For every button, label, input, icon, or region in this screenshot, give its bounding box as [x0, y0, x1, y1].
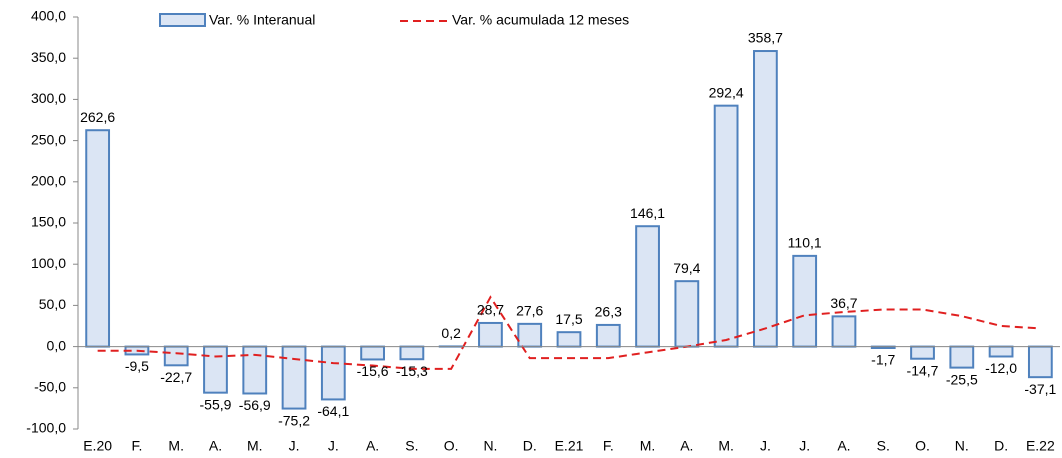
bar — [203, 345, 228, 394]
legend-swatch — [159, 13, 206, 27]
bar — [831, 315, 857, 348]
data-label: 26,3 — [595, 304, 622, 320]
x-tick-label: N. — [483, 438, 497, 454]
x-tick-label: A. — [837, 438, 850, 454]
y-tick-label: 300,0 — [31, 90, 66, 106]
data-label: -12,0 — [985, 360, 1017, 376]
x-tick-label: S. — [405, 438, 418, 454]
bar — [988, 345, 1014, 358]
data-label: 27,6 — [516, 303, 543, 319]
y-tick-label: 200,0 — [31, 173, 66, 189]
data-label: 262,6 — [80, 109, 115, 125]
x-tick-label: J. — [328, 438, 339, 454]
x-tick-label: A. — [209, 438, 222, 454]
data-label: -9,5 — [125, 358, 149, 374]
bar — [320, 345, 346, 401]
bar — [949, 345, 975, 369]
x-tick-label: O. — [444, 438, 459, 454]
data-label: -15,6 — [357, 363, 389, 379]
y-tick-label: 250,0 — [31, 131, 66, 147]
legend-label: Var. % Interanual — [209, 12, 315, 28]
data-label: 146,1 — [630, 205, 665, 221]
y-tick-label: -100,0 — [26, 420, 66, 436]
data-label: -64,1 — [317, 403, 349, 419]
y-tick-label: 0,0 — [47, 337, 67, 353]
bar — [281, 345, 307, 410]
bar — [517, 322, 543, 348]
bar — [753, 50, 778, 348]
data-label: -14,7 — [907, 362, 939, 378]
x-tick-label: E.21 — [555, 438, 584, 454]
x-tick-label: J. — [289, 438, 300, 454]
data-label: 17,5 — [555, 311, 582, 327]
data-label: 79,4 — [673, 260, 700, 276]
bar — [556, 331, 582, 348]
data-label: 28,7 — [477, 302, 504, 318]
y-tick-label: 50,0 — [39, 296, 66, 312]
x-tick-label: J. — [799, 438, 810, 454]
bar — [674, 280, 700, 348]
x-tick-label: O. — [915, 438, 930, 454]
bar — [85, 129, 111, 348]
x-tick-label: N. — [955, 438, 969, 454]
bar — [595, 323, 621, 348]
data-label: -25,5 — [946, 371, 978, 387]
bar — [242, 345, 268, 395]
bar — [399, 345, 425, 361]
data-label: 292,4 — [709, 84, 744, 100]
bar — [478, 321, 503, 348]
y-tick-label: 400,0 — [31, 8, 66, 24]
x-tick-label: M. — [640, 438, 656, 454]
bar — [360, 345, 385, 361]
bar — [163, 345, 189, 367]
x-tick-label: J. — [760, 438, 771, 454]
x-tick-label: M. — [247, 438, 263, 454]
x-tick-label: F. — [131, 438, 142, 454]
x-tick-label: A. — [680, 438, 693, 454]
x-tick-label: D. — [994, 438, 1008, 454]
bar — [635, 225, 660, 348]
x-tick-label: E.20 — [83, 438, 112, 454]
data-label: 110,1 — [788, 235, 822, 251]
bar — [792, 254, 818, 348]
x-tick-label: M. — [718, 438, 734, 454]
y-tick-label: 350,0 — [31, 49, 66, 65]
data-label: 36,7 — [830, 295, 857, 311]
line — [97, 295, 1041, 370]
bar — [910, 345, 935, 360]
data-label: 0,2 — [441, 325, 461, 341]
y-tick-label: -50,0 — [34, 379, 66, 395]
data-label: -55,9 — [200, 396, 232, 412]
data-label: -22,7 — [160, 369, 192, 385]
data-label: -37,1 — [1024, 381, 1056, 397]
legend: Var. % Interanual Var. % acumulada 12 me… — [159, 12, 629, 28]
data-label: -15,3 — [396, 363, 428, 379]
data-label: -75,2 — [278, 412, 310, 428]
x-tick-label: M. — [168, 438, 184, 454]
bar — [713, 104, 739, 348]
data-label: -56,9 — [239, 397, 271, 413]
data-label: 358,7 — [748, 30, 783, 46]
data-label: -1,7 — [871, 352, 895, 368]
y-tick-label: 150,0 — [31, 214, 66, 230]
bar — [1027, 345, 1053, 379]
legend-label: Var. % acumulada 12 meses — [452, 12, 629, 28]
y-tick-label: 100,0 — [31, 255, 66, 271]
x-tick-label: D. — [523, 438, 537, 454]
x-tick-label: S. — [877, 438, 890, 454]
x-tick-label: E.22 — [1026, 438, 1055, 454]
x-tick-label: A. — [366, 438, 379, 454]
x-tick-label: F. — [603, 438, 614, 454]
